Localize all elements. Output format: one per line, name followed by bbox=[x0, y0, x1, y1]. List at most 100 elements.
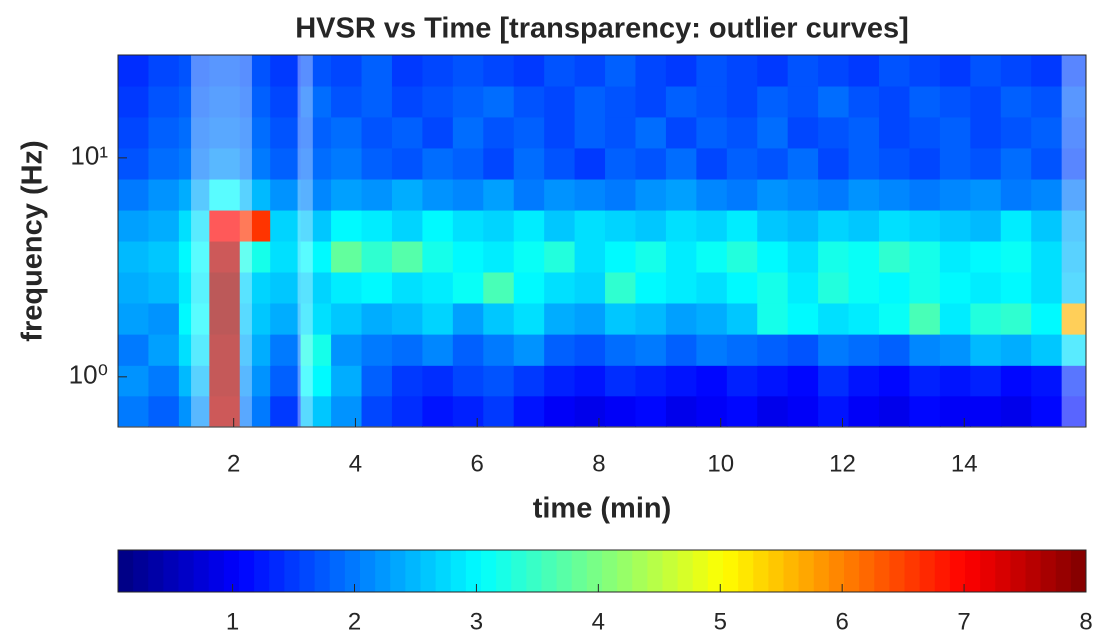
outlier-window bbox=[297, 55, 313, 427]
heat-cell bbox=[696, 147, 728, 180]
heat-cell bbox=[178, 271, 210, 304]
colorbar-step bbox=[556, 550, 573, 592]
heat-cell bbox=[1000, 178, 1032, 211]
heat-cell bbox=[270, 209, 302, 242]
heat-cell bbox=[1061, 85, 1086, 118]
heat-cell bbox=[148, 55, 180, 87]
colorbar-step bbox=[118, 550, 134, 592]
heat-cell bbox=[300, 209, 332, 242]
colorbar-step bbox=[269, 550, 285, 592]
colorbar-step bbox=[753, 550, 769, 592]
heat-cell bbox=[879, 302, 911, 335]
heat-cell bbox=[818, 271, 850, 304]
chart-title: HVSR vs Time [transparency: outlier curv… bbox=[295, 13, 909, 45]
heat-cell bbox=[178, 209, 210, 242]
colorbar-step bbox=[223, 550, 240, 592]
heat-cell bbox=[939, 395, 971, 427]
heat-cell bbox=[635, 302, 667, 335]
heat-cell bbox=[483, 365, 515, 397]
heat-cell bbox=[879, 395, 911, 427]
heat-cell bbox=[1061, 116, 1086, 149]
colorbar-step bbox=[707, 550, 724, 592]
heat-cell bbox=[300, 55, 332, 87]
heat-cell bbox=[726, 178, 758, 211]
heat-cell bbox=[209, 271, 241, 304]
heat-cell bbox=[148, 334, 180, 366]
heat-cell bbox=[148, 240, 180, 273]
heat-cell bbox=[970, 240, 1002, 273]
heat-cell bbox=[605, 334, 637, 366]
heat-cell bbox=[818, 85, 850, 118]
heat-cell bbox=[939, 365, 971, 397]
heat-cell bbox=[513, 85, 545, 118]
heat-cell bbox=[391, 365, 424, 397]
heat-cell bbox=[452, 116, 484, 149]
x-tick-label: 14 bbox=[951, 450, 978, 477]
colorbar-step bbox=[178, 550, 195, 592]
heat-cell bbox=[513, 209, 545, 242]
heat-cell bbox=[118, 178, 150, 211]
heat-cell bbox=[848, 334, 880, 366]
heat-cell bbox=[1031, 240, 1063, 273]
heat-cell bbox=[483, 55, 515, 87]
colorbar-step bbox=[465, 550, 482, 592]
x-tick-label: 2 bbox=[227, 450, 240, 477]
heat-cell bbox=[331, 55, 363, 87]
heat-cell bbox=[818, 147, 850, 180]
x-axis-label: time (min) bbox=[533, 493, 672, 525]
heat-cell bbox=[209, 116, 241, 149]
colorbar-tick-label: 7 bbox=[957, 608, 970, 635]
heat-cell bbox=[605, 271, 637, 304]
heat-cell bbox=[300, 116, 332, 149]
heat-cell bbox=[391, 240, 424, 273]
heat-cell bbox=[118, 365, 150, 397]
colorbar-step bbox=[919, 550, 936, 592]
heat-cell bbox=[665, 240, 697, 273]
heat-cell bbox=[331, 334, 363, 366]
heat-cell bbox=[544, 334, 576, 366]
heat-cell bbox=[178, 147, 210, 180]
heat-cell bbox=[331, 116, 363, 149]
colorbar-step bbox=[1070, 550, 1087, 592]
heat-cell bbox=[239, 85, 271, 118]
heat-cell bbox=[757, 271, 789, 304]
heat-cell bbox=[1061, 271, 1086, 304]
heat-cell bbox=[1000, 334, 1032, 366]
heat-cell bbox=[331, 395, 363, 427]
heat-cell bbox=[452, 302, 484, 335]
heat-cell bbox=[1061, 209, 1086, 242]
heat-cell bbox=[513, 271, 545, 304]
heat-cell bbox=[726, 85, 758, 118]
colorbar-step bbox=[163, 550, 179, 592]
heat-cell bbox=[148, 178, 180, 211]
colorbar-step bbox=[511, 550, 527, 592]
heat-cell bbox=[513, 240, 545, 273]
colorbar-step bbox=[526, 550, 542, 592]
heat-cell bbox=[1000, 395, 1032, 427]
heat-cell bbox=[635, 116, 667, 149]
heat-cell bbox=[635, 240, 667, 273]
heat-cell bbox=[118, 240, 150, 273]
heat-cell bbox=[361, 55, 393, 87]
heat-cell bbox=[178, 55, 210, 87]
heat-cell bbox=[665, 209, 697, 242]
heat-cell bbox=[1031, 395, 1063, 427]
heat-cell bbox=[361, 209, 393, 242]
heat-cell bbox=[909, 116, 941, 149]
heat-cell bbox=[970, 178, 1002, 211]
heat-cell bbox=[391, 334, 424, 366]
heat-cell bbox=[818, 395, 850, 427]
heat-cell bbox=[452, 271, 484, 304]
heat-cell bbox=[726, 302, 758, 335]
heat-cell bbox=[970, 116, 1002, 149]
heat-cell bbox=[665, 178, 697, 211]
colorbar-tick-label: 5 bbox=[714, 608, 727, 635]
colorbar-tick-label: 3 bbox=[470, 608, 483, 635]
heat-cell bbox=[422, 55, 454, 87]
heat-cell bbox=[118, 302, 150, 335]
heat-cell bbox=[818, 209, 850, 242]
heat-cell bbox=[209, 178, 241, 211]
heat-cell bbox=[970, 365, 1002, 397]
heat-cell bbox=[970, 334, 1002, 366]
heat-cell bbox=[726, 147, 758, 180]
